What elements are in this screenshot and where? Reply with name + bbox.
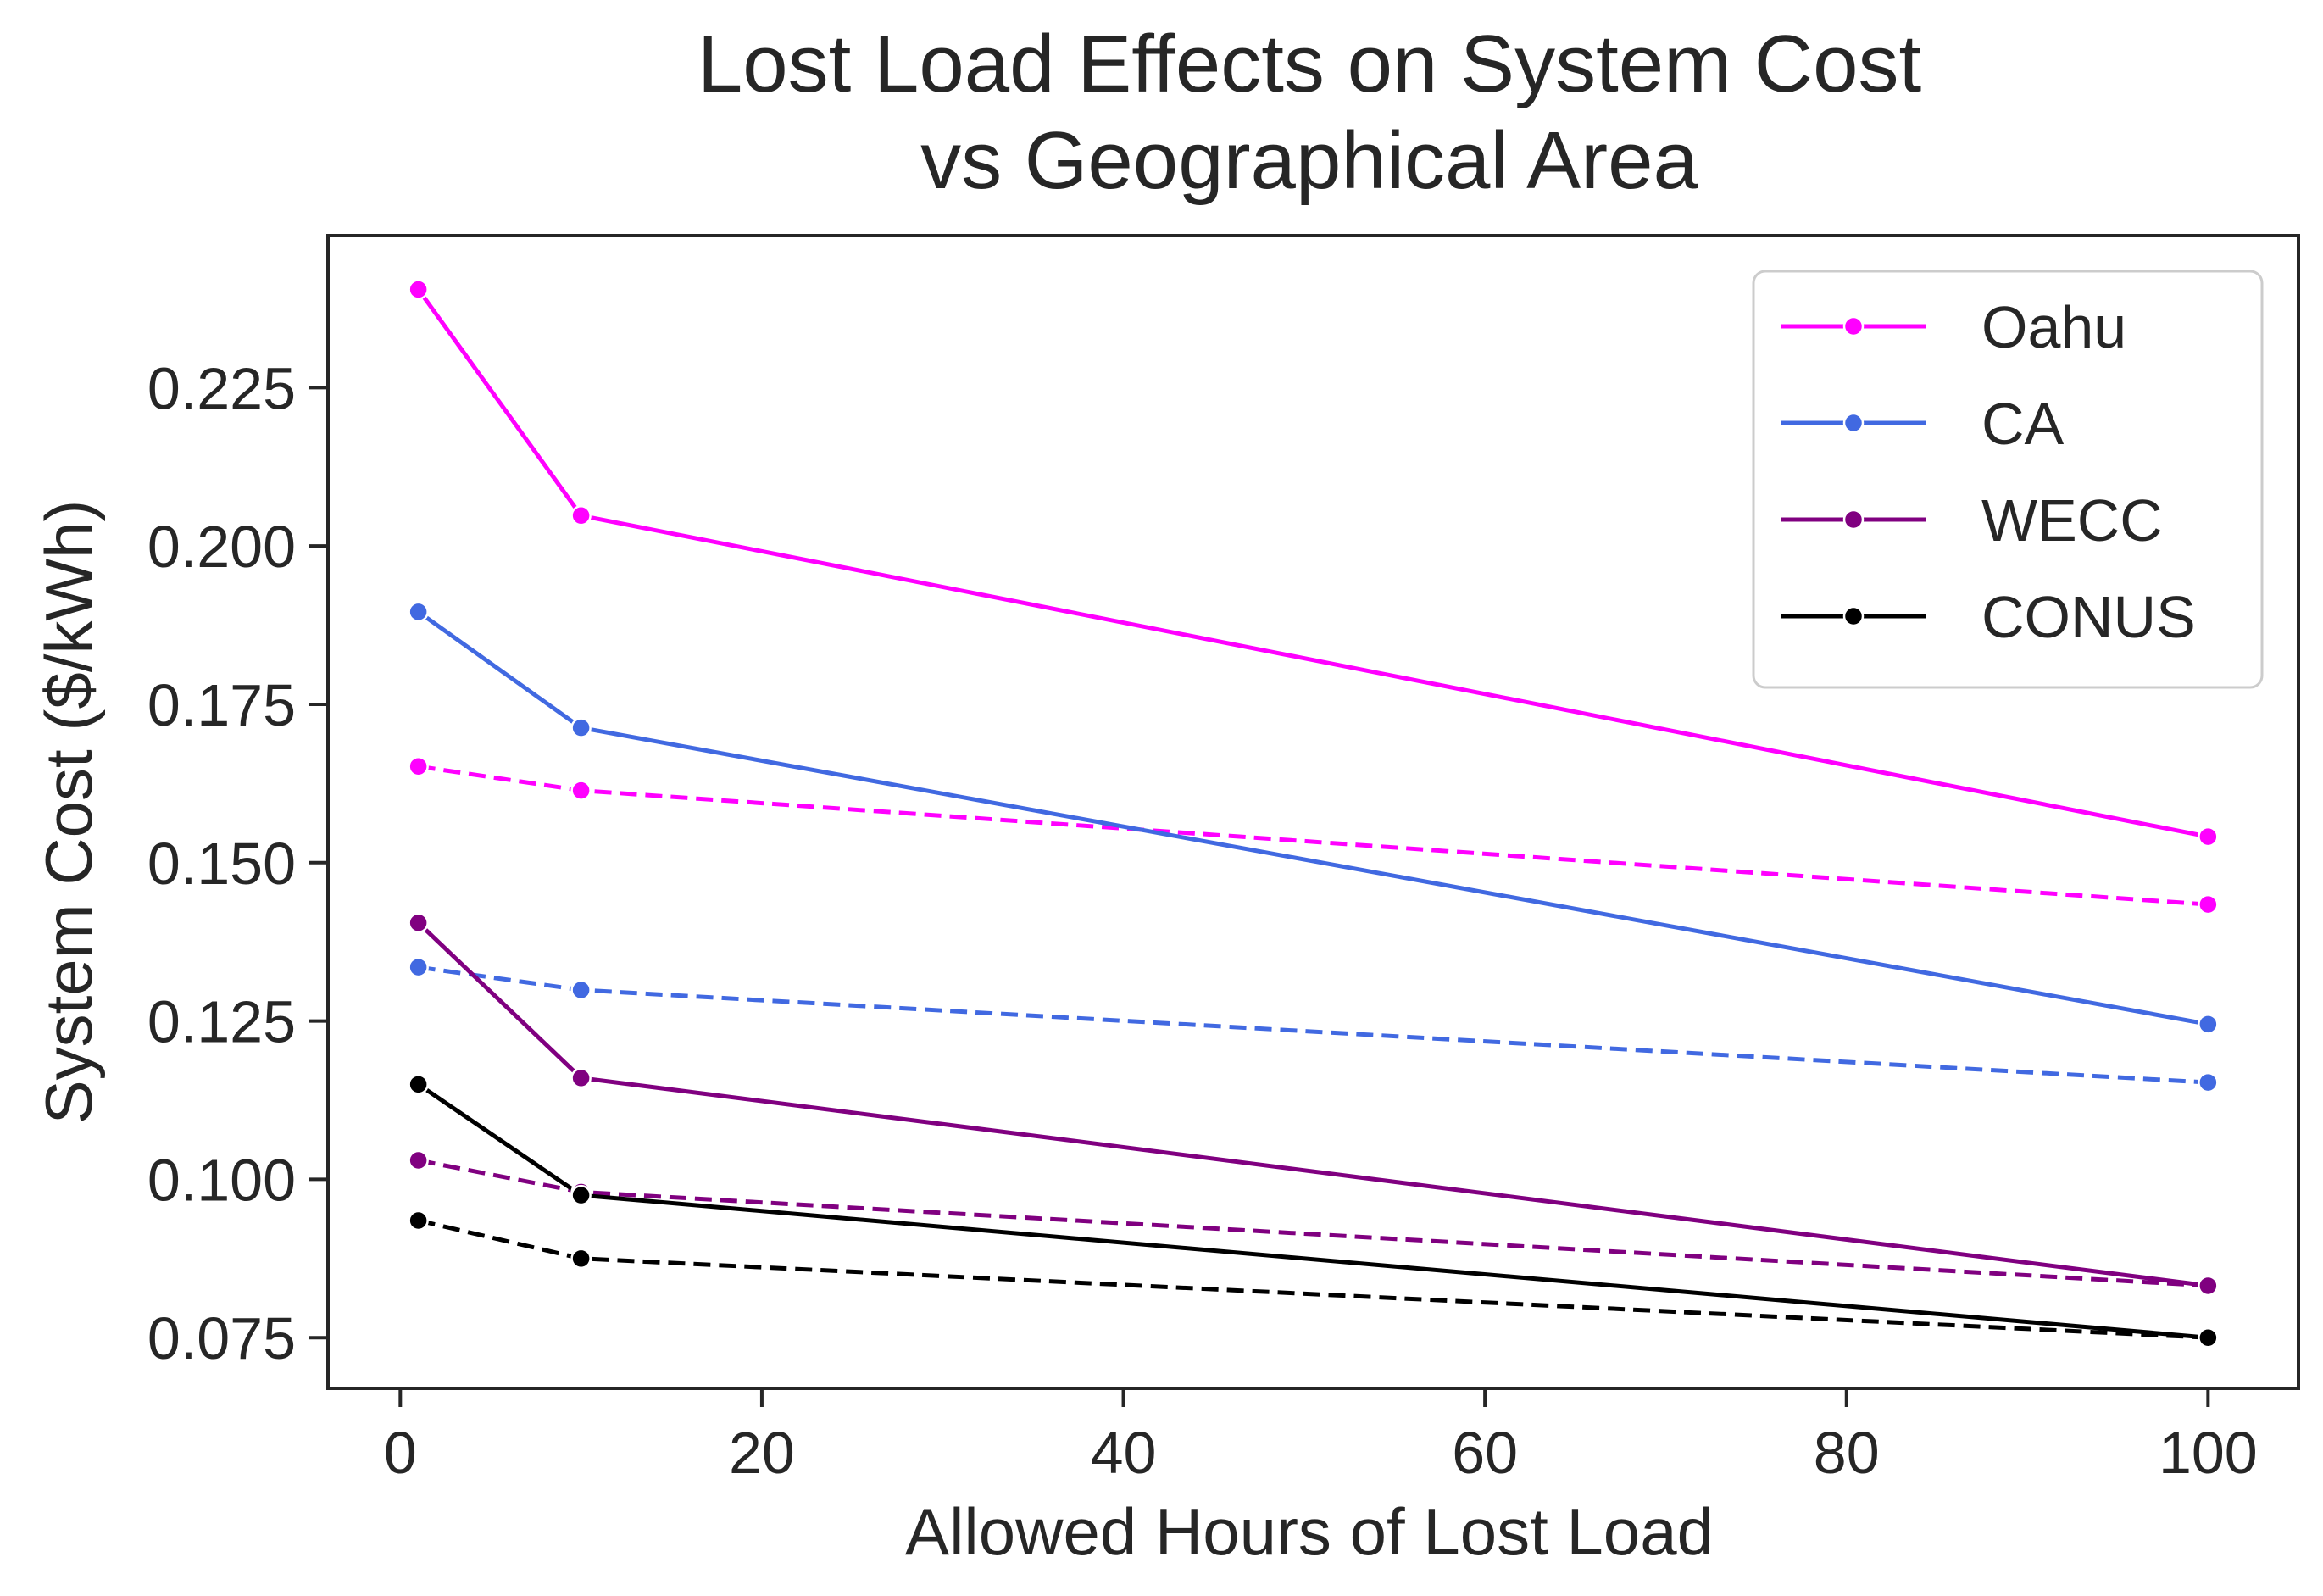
data-point-oahu-dashed xyxy=(2198,895,2217,914)
x-tick-label: 0 xyxy=(384,1420,417,1486)
series-line-conus-solid xyxy=(419,1084,2209,1337)
data-point-ca-dashed xyxy=(2198,1073,2217,1092)
legend-marker-conus xyxy=(1844,607,1863,626)
data-point-oahu-dashed xyxy=(572,781,591,800)
legend-label-conus: CONUS xyxy=(1981,584,2196,650)
data-point-oahu-solid xyxy=(2198,827,2217,846)
data-point-ca-solid xyxy=(409,603,428,621)
data-point-wecc-solid xyxy=(409,914,428,932)
series-line-oahu-dashed xyxy=(419,766,2209,904)
y-tick-label: 0.225 xyxy=(147,355,296,421)
y-axis-label: System Cost ($/kWh) xyxy=(31,500,106,1125)
y-tick-label: 0.100 xyxy=(147,1147,296,1213)
legend-label-wecc: WECC xyxy=(1981,487,2163,553)
y-tick-label: 0.150 xyxy=(147,831,296,897)
y-tick-label: 0.175 xyxy=(147,672,296,738)
x-tick-labels: 0 20 40 60 80 100 xyxy=(384,1420,2258,1486)
y-tick-label: 0.075 xyxy=(147,1305,296,1371)
legend-label-ca: CA xyxy=(1981,391,2065,457)
data-point-wecc-dashed xyxy=(2198,1276,2217,1295)
y-tick-labels: 0.075 0.100 0.125 0.150 0.175 0.200 0.225 xyxy=(147,355,296,1371)
data-point-ca-solid xyxy=(572,719,591,737)
data-point-ca-dashed xyxy=(409,958,428,976)
y-tick-label: 0.125 xyxy=(147,989,296,1055)
series-line-wecc-dashed xyxy=(419,1160,2209,1286)
data-point-ca-dashed xyxy=(572,981,591,999)
legend-marker-ca xyxy=(1844,414,1863,432)
data-point-wecc-solid xyxy=(572,1069,591,1087)
data-point-conus-dashed xyxy=(409,1211,428,1230)
chart-title-line-2: vs Geographical Area xyxy=(920,115,1698,206)
legend-marker-oahu xyxy=(1844,317,1863,336)
legend-label-oahu: Oahu xyxy=(1981,294,2126,360)
x-tick-label: 20 xyxy=(729,1420,795,1486)
data-point-conus-dashed xyxy=(572,1249,591,1268)
legend: Oahu CA WECC CONUS xyxy=(1753,271,2262,687)
x-tick-label: 100 xyxy=(2159,1420,2258,1486)
data-point-oahu-solid xyxy=(572,506,591,525)
y-tick-label: 0.200 xyxy=(147,514,296,580)
data-point-conus-solid xyxy=(572,1186,591,1204)
legend-marker-wecc xyxy=(1844,510,1863,529)
x-tick-label: 60 xyxy=(1452,1420,1518,1486)
data-point-oahu-solid xyxy=(409,281,428,299)
x-tick-label: 40 xyxy=(1091,1420,1157,1486)
data-point-wecc-dashed xyxy=(409,1151,428,1170)
series-line-conus-dashed xyxy=(419,1221,2209,1337)
x-axis-label: Allowed Hours of Lost Load xyxy=(905,1494,1714,1569)
data-point-conus-dashed xyxy=(2198,1328,2217,1347)
data-point-oahu-dashed xyxy=(409,757,428,776)
data-point-conus-solid xyxy=(409,1075,428,1093)
chart-title-line-1: Lost Load Effects on System Cost xyxy=(697,19,1921,109)
series-line-ca-dashed xyxy=(419,967,2209,1082)
data-point-ca-solid xyxy=(2198,1015,2217,1033)
x-tick-label: 80 xyxy=(1814,1420,1880,1486)
